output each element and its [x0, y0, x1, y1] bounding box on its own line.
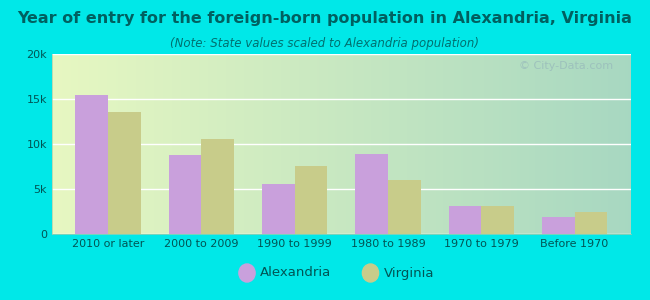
Text: Virginia: Virginia	[384, 266, 434, 280]
Text: © City-Data.com: © City-Data.com	[519, 61, 613, 71]
Bar	[262, 184, 294, 234]
Bar	[388, 180, 421, 234]
Text: (Note: State values scaled to Alexandria population): (Note: State values scaled to Alexandria…	[170, 38, 480, 50]
Bar	[542, 217, 575, 234]
Bar	[75, 94, 108, 234]
Bar	[448, 206, 481, 234]
Bar	[575, 212, 607, 234]
Text: Alexandria: Alexandria	[260, 266, 332, 280]
Bar	[294, 166, 327, 234]
Bar	[481, 206, 514, 234]
Ellipse shape	[362, 264, 378, 282]
Bar	[202, 139, 234, 234]
Ellipse shape	[239, 264, 255, 282]
Bar	[168, 155, 202, 234]
Text: Year of entry for the foreign-born population in Alexandria, Virginia: Year of entry for the foreign-born popul…	[18, 11, 632, 26]
Bar	[356, 154, 388, 234]
Bar	[108, 112, 140, 234]
